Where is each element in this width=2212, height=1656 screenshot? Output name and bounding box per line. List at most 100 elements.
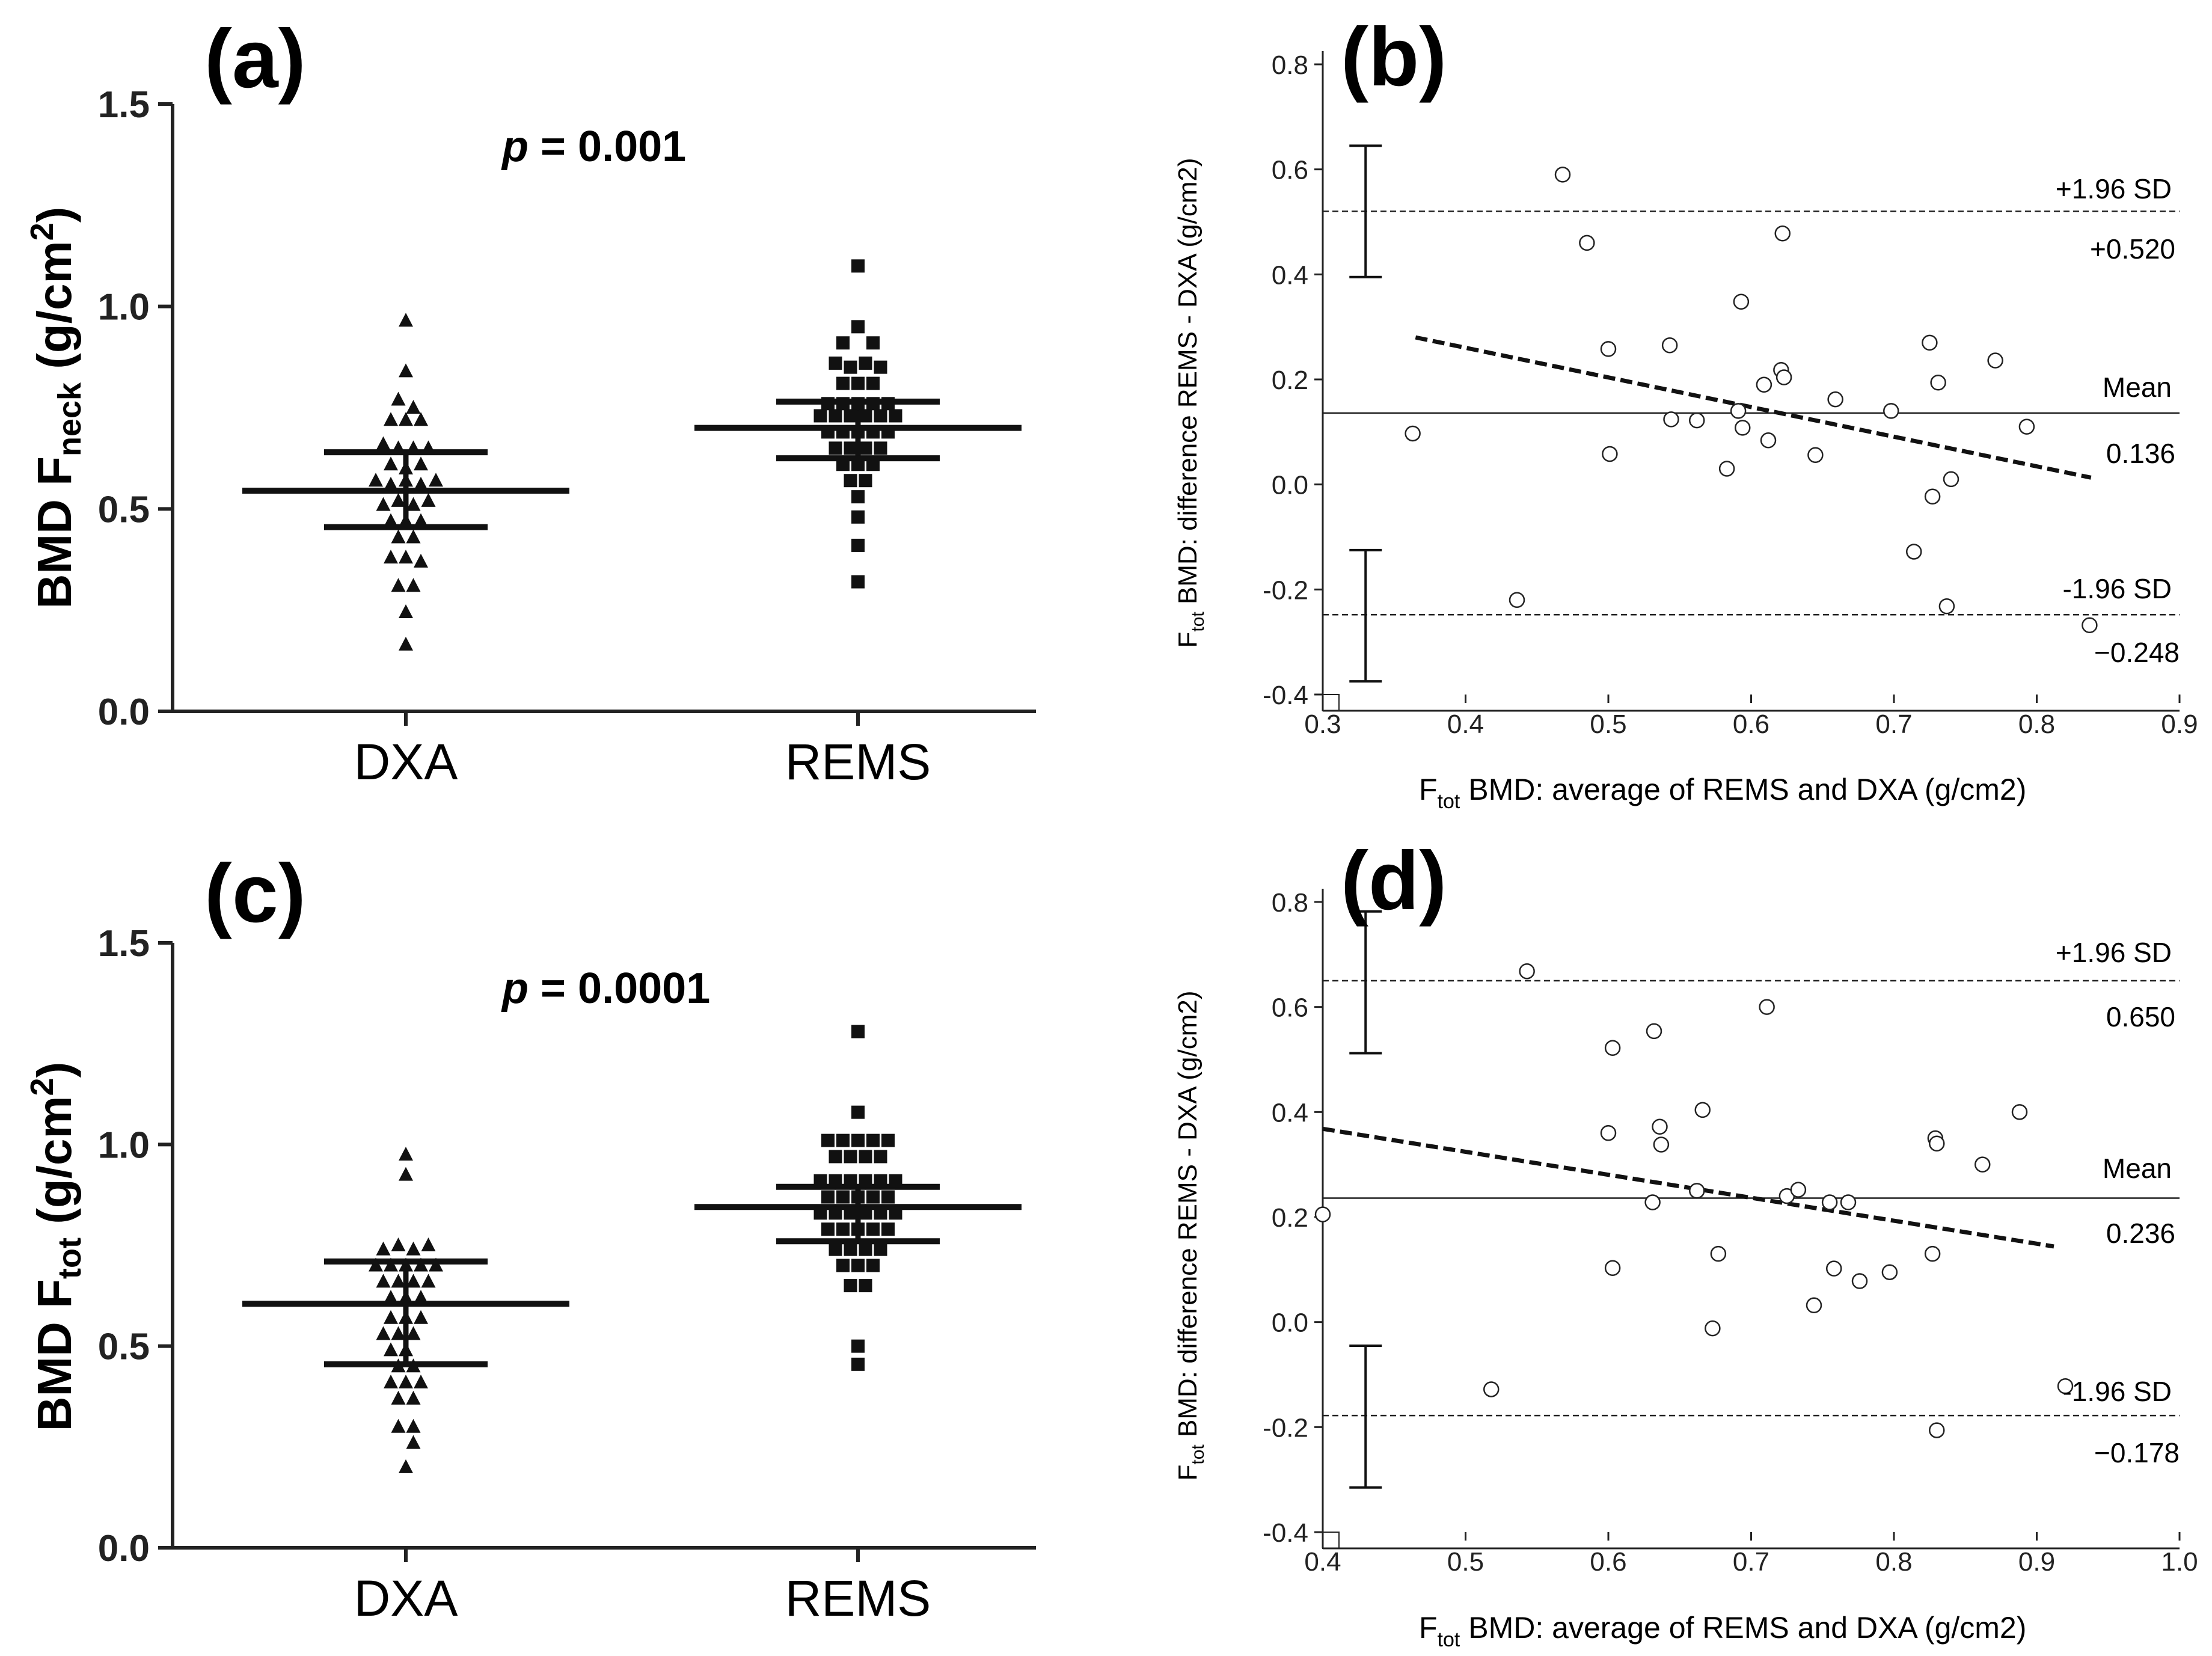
- y-axis-label-a: BMD Fneck (g/cm2): [24, 207, 88, 609]
- y-ticks-b: -0.4 -0.2 0.0 0.2 0.4 0.6 0.8: [1263, 51, 1323, 710]
- data-point-rems: [851, 397, 865, 411]
- data-point-rems: [829, 409, 842, 423]
- data-point: [1519, 963, 1535, 980]
- data-point-rems: [866, 458, 880, 471]
- y-tick-label: 0.2: [1272, 366, 1308, 395]
- lower-loa-label-d: -1.96 SD: [2062, 1376, 2172, 1407]
- x-tick-label: 0.7: [1875, 710, 1912, 739]
- data-point-dxa: [399, 1167, 413, 1181]
- ci-bars-b: [1349, 144, 1382, 683]
- regression-line: [1322, 1126, 2054, 1249]
- y-tick-label: 0.0: [1272, 1308, 1308, 1338]
- data-point: [1733, 293, 1750, 310]
- data-point-rems: [866, 425, 880, 439]
- data-point-rems: [813, 1206, 827, 1220]
- data-point-dxa: [414, 553, 428, 568]
- data-point-rems: [836, 336, 850, 350]
- data-point-dxa: [421, 492, 436, 507]
- data-point-rems: [851, 458, 865, 471]
- data-point-rems: [851, 320, 865, 334]
- data-point-rems: [821, 1190, 835, 1204]
- data-point-dxa: [421, 1237, 436, 1251]
- mean-value-b: 0.136: [2106, 438, 2175, 469]
- data-point: [1827, 391, 1843, 408]
- y-axis-label-d: Ftot BMD: difference REMS - DXA (g/cm2): [1173, 991, 1208, 1481]
- data-point-rems: [821, 1133, 835, 1147]
- data-point-dxa: [406, 1418, 421, 1433]
- data-point-dxa: [376, 436, 391, 450]
- data-point: [1826, 1260, 1842, 1277]
- data-point-rems: [859, 441, 872, 455]
- data-point-dxa: [406, 1435, 421, 1449]
- data-point-dxa: [384, 1257, 398, 1272]
- data-point: [1554, 167, 1571, 183]
- data-point-dxa: [391, 1358, 406, 1373]
- x-tick-label: REMS: [785, 734, 931, 790]
- data-point-rems: [874, 409, 887, 423]
- x-ticks-a: DXA REMS: [354, 711, 931, 790]
- data-point: [1652, 1118, 1668, 1135]
- x-tick-label: DXA: [354, 1570, 458, 1627]
- panel-label-a: (a): [204, 13, 306, 105]
- data-point-rems: [866, 1222, 880, 1236]
- data-point: [1929, 1422, 1945, 1438]
- data-point-dxa: [406, 1274, 421, 1288]
- data-point-rems: [851, 490, 865, 504]
- data-point: [1938, 598, 1955, 615]
- ci-bars-d: [1349, 910, 1382, 1489]
- x-tick-label: 0.9: [2161, 710, 2198, 739]
- loa-lines-d: [1323, 980, 2180, 1417]
- data-point-rems: [866, 336, 880, 350]
- data-point-rems: [836, 1222, 850, 1236]
- data-point-rems: [836, 1133, 850, 1147]
- upper-loa-label-b: +1.96 SD: [2056, 173, 2172, 204]
- y-tick-label: 0.8: [1272, 888, 1308, 918]
- data-point-rems: [836, 1190, 850, 1204]
- data-point-rems: [844, 360, 857, 374]
- x-ticks-c: DXA REMS: [354, 1548, 931, 1627]
- panel-label-d: (d): [1341, 835, 1447, 927]
- data-point: [1760, 432, 1777, 449]
- upper-loa-label-d: +1.96 SD: [2056, 937, 2172, 968]
- data-point-dxa: [429, 1257, 443, 1272]
- data-point-rems: [844, 1150, 857, 1164]
- data-point-dxa: [391, 440, 406, 455]
- regression-d: [1322, 1126, 2054, 1249]
- data-point-rems: [874, 1150, 887, 1164]
- data-point-dxa: [399, 1257, 413, 1272]
- data-point: [1790, 1182, 1807, 1198]
- y-tick-label: 0.0: [1272, 471, 1308, 500]
- data-point: [1924, 1245, 1941, 1262]
- data-point-rems: [844, 474, 857, 488]
- x-tick-label: 0.6: [1733, 710, 1769, 739]
- p-value-c: p = 0.0001: [501, 964, 710, 1013]
- data-point-dxa: [406, 1326, 421, 1340]
- data-point: [1694, 1102, 1711, 1118]
- data-point-rems: [859, 1150, 872, 1164]
- x-tick-label: 0.5: [1447, 1547, 1484, 1577]
- data-point: [1881, 1264, 1898, 1280]
- data-point-rems: [866, 376, 880, 390]
- data-point-rems: [889, 409, 902, 423]
- x-tick-label: DXA: [354, 734, 458, 790]
- data-point-dxa: [406, 440, 421, 455]
- data-point-dxa: [376, 1241, 391, 1256]
- data-point: [2057, 1378, 2074, 1394]
- data-point-dxa: [399, 1310, 413, 1324]
- data-point: [1735, 420, 1751, 436]
- data-point: [1604, 1260, 1621, 1276]
- data-point-rems: [881, 397, 895, 411]
- x-tick-label: 0.8: [2018, 710, 2055, 739]
- data-point-dxa: [376, 497, 391, 511]
- data-point-dxa: [399, 473, 413, 487]
- data-point-rems: [829, 356, 842, 370]
- data-point-rems: [859, 474, 872, 488]
- x-ticks-b: 0.3 0.4 0.5 0.6 0.7 0.8 0.9: [1304, 695, 2198, 739]
- data-point-rems: [829, 1150, 842, 1164]
- data-point: [1689, 412, 1705, 429]
- y-axis-label-c: BMD Ftot (g/cm2): [24, 1062, 88, 1432]
- data-point: [1730, 403, 1747, 419]
- data-point-rems: [829, 1174, 842, 1188]
- data-point-dxa: [414, 1257, 428, 1272]
